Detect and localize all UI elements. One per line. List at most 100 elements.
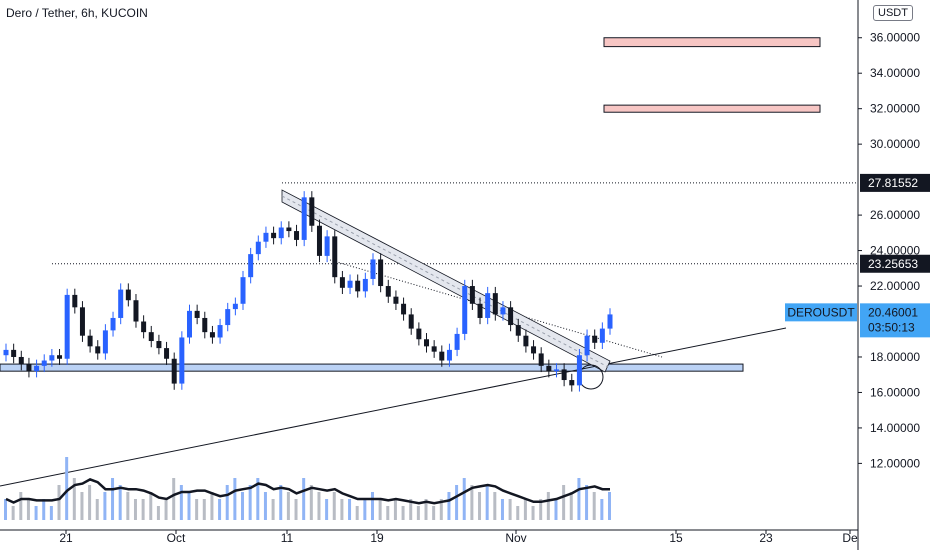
- volume-bar: [554, 499, 558, 520]
- volume-bar: [577, 478, 581, 520]
- volume-bar: [455, 485, 459, 520]
- candle-body: [416, 328, 422, 340]
- descending-channel: [281, 189, 611, 373]
- candle-body: [347, 280, 353, 288]
- candle-body: [569, 380, 575, 386]
- target-zone-lower: [603, 104, 821, 113]
- candle-body: [186, 310, 192, 338]
- x-tick-label: 21: [59, 531, 73, 545]
- volume-bar: [233, 478, 237, 520]
- x-tick-label: 19: [370, 531, 384, 545]
- candle-body: [446, 349, 452, 361]
- prior-high-price-label-bg: [860, 254, 930, 273]
- candle-body: [531, 346, 537, 354]
- volume-bar: [340, 499, 344, 520]
- volume-bar: [4, 499, 7, 520]
- volume-bar: [57, 485, 61, 520]
- y-tick-label: 18.00000: [870, 350, 920, 364]
- candle-body: [462, 286, 468, 334]
- y-tick-label: 22.00000: [870, 279, 920, 293]
- volume-bar: [195, 499, 199, 520]
- candle-body: [255, 241, 261, 255]
- volume-bar: [202, 499, 206, 520]
- y-tick-label: 24.00000: [870, 244, 920, 258]
- volume-bar: [256, 478, 260, 520]
- volume-bar: [332, 492, 336, 520]
- volume-bar: [271, 499, 275, 520]
- volume-bar: [416, 506, 420, 520]
- candle-body: [454, 333, 460, 350]
- volume-average-line: [5, 478, 610, 505]
- channel-midline: [281, 195, 609, 368]
- volume-bar: [149, 492, 153, 520]
- candle-body: [385, 286, 391, 297]
- volume-bar: [103, 492, 107, 520]
- volume-bar: [294, 499, 298, 520]
- candle-body: [431, 346, 437, 352]
- candle-body: [194, 310, 200, 318]
- volume-bar: [263, 492, 267, 520]
- volume-bar: [241, 492, 245, 520]
- volume-bar: [401, 506, 405, 520]
- candle-body: [408, 314, 414, 329]
- currency-unit-tag[interactable]: USDT: [873, 5, 913, 21]
- x-tick-label: 23: [759, 531, 773, 545]
- volume-bar: [462, 478, 466, 520]
- volume-bar: [302, 478, 306, 520]
- candle-body: [584, 335, 590, 356]
- y-tick-label: 26.00000: [870, 208, 920, 222]
- y-tick-label: 32.00000: [870, 102, 920, 116]
- volume-layer: [4, 457, 611, 520]
- y-tick-label: 36.00000: [870, 31, 920, 45]
- volume-bar: [187, 492, 191, 520]
- volume-bar: [141, 499, 145, 520]
- volume-bar: [500, 499, 504, 520]
- volume-bar: [164, 499, 168, 520]
- candle-body: [179, 337, 185, 384]
- candle-body: [469, 286, 475, 304]
- candle-body: [538, 353, 544, 366]
- prior-high-price-label: 23.25653: [868, 257, 918, 271]
- candle-body: [125, 289, 131, 301]
- volume-bar: [508, 499, 512, 520]
- y-tick-label: 14.00000: [870, 421, 920, 435]
- candle-body: [508, 307, 514, 326]
- last-price-label-bg: [860, 303, 930, 338]
- descending-dotted-trendline: [329, 259, 663, 358]
- candle-body: [11, 349, 17, 357]
- trendlines-layer: [0, 182, 858, 487]
- candle-body: [362, 278, 368, 292]
- candle-body: [3, 349, 9, 356]
- candle-body: [271, 232, 277, 239]
- candle-body: [209, 332, 215, 338]
- volume-bar: [34, 506, 38, 520]
- volume-bar: [95, 499, 99, 520]
- volume-bar: [49, 506, 53, 520]
- candle-body: [164, 348, 170, 359]
- candle-body: [339, 277, 345, 288]
- volume-bar: [279, 485, 283, 520]
- candle-body: [485, 293, 491, 318]
- candle-body: [102, 330, 108, 354]
- volume-bar: [562, 485, 566, 520]
- x-tick-label: De: [842, 531, 858, 545]
- x-tick-label: Nov: [505, 531, 526, 545]
- volume-bar: [485, 485, 489, 520]
- volume-bar: [378, 499, 382, 520]
- candle-body: [553, 369, 559, 372]
- volume-bar: [210, 492, 214, 520]
- y-tick-label: 12.00000: [870, 456, 920, 470]
- volume-bar: [478, 492, 482, 520]
- volume-bar: [286, 492, 290, 520]
- volume-bar: [309, 485, 313, 520]
- candle-body: [561, 369, 567, 381]
- volume-bar: [118, 485, 122, 520]
- volume-bar: [179, 485, 183, 520]
- volume-bar: [88, 485, 92, 520]
- volume-bar: [72, 478, 76, 520]
- candle-body: [393, 296, 399, 304]
- candle-body: [110, 317, 116, 331]
- countdown-label: 03:50:13: [868, 320, 915, 334]
- volume-bar: [65, 457, 69, 520]
